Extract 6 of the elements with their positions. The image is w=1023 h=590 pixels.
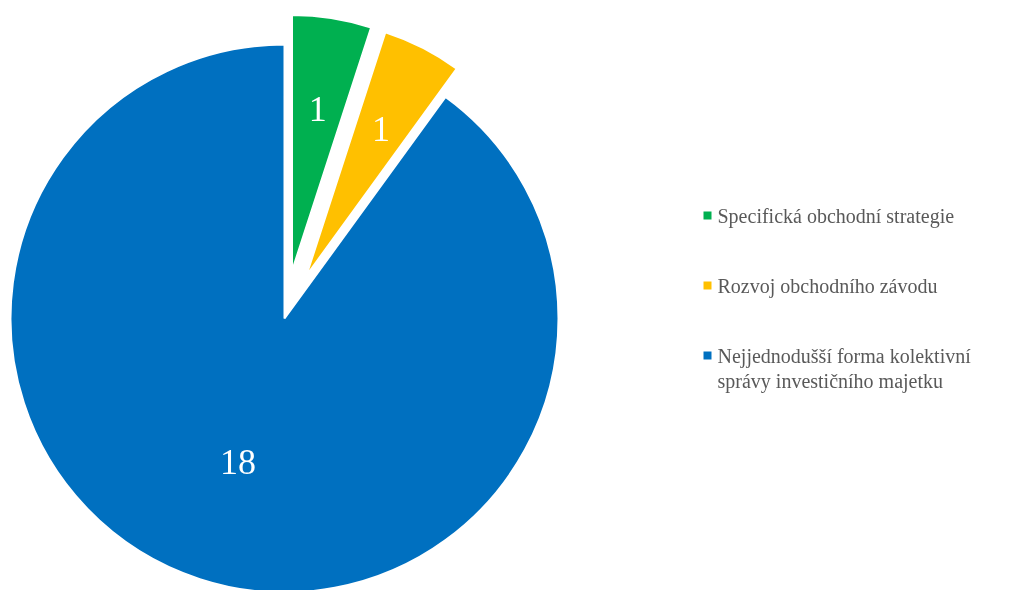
data-label: 1 [371, 109, 390, 150]
legend-label: Rozvoj obchodního závodu [717, 274, 938, 298]
data-label: 18 [219, 441, 256, 482]
legend-label: Nejjednodušší forma kolektivní správy investičního majetku [717, 344, 972, 393]
data-label: 1 [308, 88, 327, 129]
legend-label: Specifická obchodní strategie [717, 204, 955, 228]
